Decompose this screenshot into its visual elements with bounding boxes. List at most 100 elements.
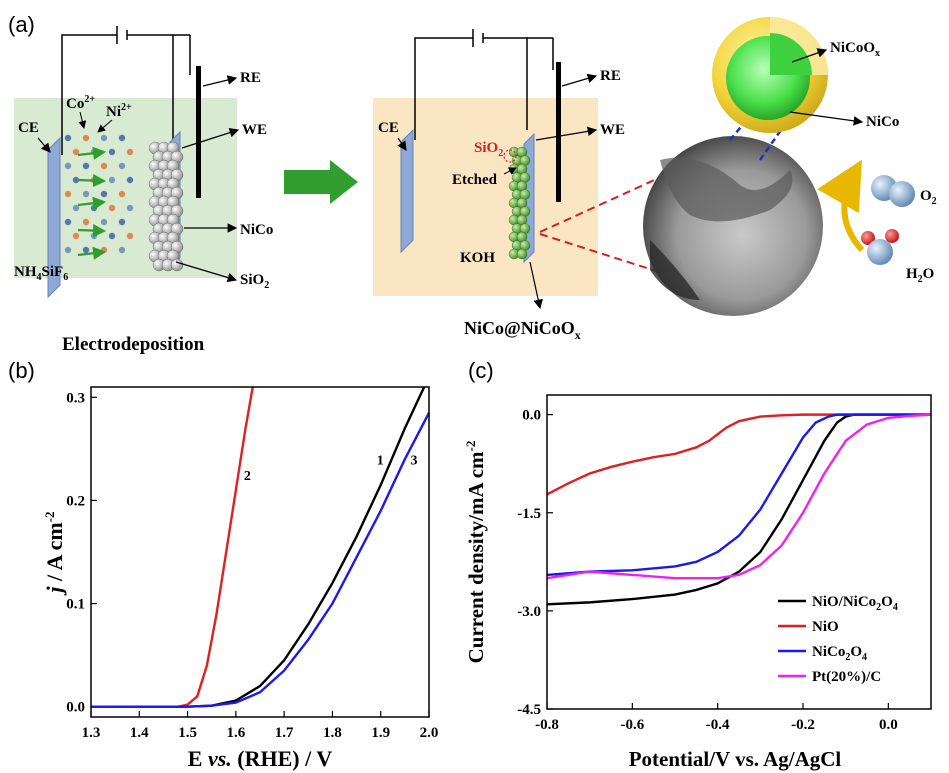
- x-tick-label: 1.3: [82, 725, 101, 741]
- ni-pointer: [97, 119, 113, 133]
- ion: [118, 134, 126, 142]
- y-tick-label: -4.5: [517, 702, 541, 718]
- panel-c-series: [546, 413, 932, 606]
- ion: [82, 246, 90, 254]
- zoom-line-top: [539, 171, 673, 233]
- ion: [100, 190, 108, 198]
- ion: [100, 162, 108, 170]
- x-tick-label: 0.0: [879, 717, 898, 733]
- ion: [72, 148, 80, 156]
- re-label-right: RE: [600, 68, 621, 84]
- ion: [72, 204, 80, 212]
- core-shell-pointer: [529, 261, 543, 310]
- legend-label: NiCo2O4: [812, 644, 867, 663]
- sio2-label-left: SiO2: [240, 272, 269, 291]
- sphere: [170, 258, 184, 272]
- re-label-left: RE: [240, 70, 261, 86]
- y-tick-label: 0.0: [522, 408, 541, 424]
- ion: [100, 134, 108, 142]
- panel-b-x-axis-label: E vs. (RHE) / V: [188, 746, 333, 771]
- ion: [118, 246, 126, 254]
- co-ion-label: Co2+: [66, 94, 95, 112]
- ion: [82, 190, 90, 198]
- ni-ion-label: Ni2+: [106, 102, 132, 120]
- legend-label: NiO/NiCo2O4: [812, 594, 898, 613]
- series-line: [546, 413, 932, 580]
- ce-label-left: CE: [18, 120, 39, 136]
- series-label-2: 2: [244, 469, 251, 484]
- series-label-1: 1: [377, 453, 384, 468]
- y-tick-label: -3.0: [517, 604, 541, 620]
- ion: [64, 134, 72, 142]
- nico-core-pointer: [789, 111, 864, 126]
- y-tick-label: 0.2: [66, 493, 85, 509]
- migration-arrow: [77, 223, 107, 238]
- nico-label-left: NiCo: [240, 222, 273, 238]
- ion: [82, 134, 90, 142]
- x-tick-label: 1.5: [178, 725, 197, 741]
- panel-c: (c) -0.8 -0.6 -0.4 -0.2 0.0 0.0 -1.5 -3.0 -4.5 N…: [463, 358, 932, 771]
- o2-label: O2: [920, 188, 937, 207]
- tem-flake: [660, 157, 793, 222]
- reference-electrode-left: [196, 66, 201, 198]
- ion: [72, 232, 80, 240]
- circuit-wires-right: [414, 29, 554, 140]
- ion-migration-arrows: [77, 146, 107, 260]
- x-tick-label: 2.0: [420, 725, 439, 741]
- panel-b-plot-frame: [90, 386, 430, 718]
- series-line-2: [91, 386, 254, 708]
- ion: [72, 176, 80, 184]
- sio2-pointer-left: [175, 261, 238, 283]
- ion: [108, 176, 116, 184]
- y-tick-label: 0.0: [66, 700, 85, 716]
- x-tick-label: -0.2: [791, 717, 815, 733]
- ion: [118, 162, 126, 170]
- x-tick-label: 1.7: [275, 725, 294, 741]
- core-cutaway: [770, 33, 812, 75]
- nh4sif6-label: NH4SiF6: [14, 264, 68, 283]
- nico-nicoox-sphere-stack: [508, 146, 531, 260]
- counter-electrode-right: [400, 128, 414, 254]
- ion: [118, 218, 126, 226]
- panel-a-letter: (a): [8, 12, 35, 37]
- x-tick-label: -0.4: [706, 717, 730, 733]
- panel-c-letter: (c): [468, 358, 494, 383]
- x-tick-label: -0.6: [620, 717, 644, 733]
- h2o-label: H2O: [906, 266, 934, 285]
- re-pointer-right: [561, 73, 598, 87]
- series-label-3: 3: [411, 453, 418, 468]
- series-line-1: [91, 386, 426, 708]
- etched-sphere-outline: [503, 149, 517, 163]
- process-arrow: [284, 160, 358, 204]
- panel-b-ticks: 1.3 1.4 1.5 1.6 1.7 1.8 1.9 2.0 0.0 0.1 0.2 0.3: [66, 390, 438, 741]
- tem-dark-edge: [650, 240, 700, 300]
- panel-a: (a) CE Co2+ Ni2+ RE WE NiCo SiO2 NH4Si: [8, 12, 937, 355]
- migration-arrow: [77, 196, 107, 210]
- panel-c-y-axis-label: Current density/mA cm-2: [463, 441, 488, 664]
- core-shell-label: NiCo@NiCoOx: [464, 318, 581, 342]
- y-tick-label: 0.1: [66, 597, 85, 613]
- reference-electrode-right: [556, 62, 561, 202]
- x-tick-label: -0.8: [535, 717, 559, 733]
- ion: [90, 204, 98, 212]
- sio2-etched-label: SiO2: [474, 140, 503, 159]
- we-label-left: WE: [242, 122, 267, 138]
- ion: [126, 232, 134, 240]
- ion: [64, 246, 72, 254]
- counter-electrode-left: [47, 136, 61, 299]
- ion: [118, 190, 126, 198]
- cycle-arrow: [817, 159, 865, 253]
- nicoox-label: NiCoOx: [830, 40, 880, 59]
- nicoox-pointer: [791, 48, 828, 63]
- series-line: [546, 413, 931, 496]
- koh-label: KOH: [460, 250, 495, 266]
- x-tick-label: 1.6: [226, 725, 245, 741]
- h2o-molecule: [861, 229, 899, 265]
- y-tick-label: -1.5: [517, 506, 541, 522]
- ce-pointer-right: [397, 137, 407, 151]
- ion: [126, 204, 134, 212]
- panel-c-plot-frame: [546, 394, 932, 710]
- nico-core-label: NiCo: [866, 114, 899, 130]
- x-tick-label: 1.8: [323, 725, 342, 741]
- etched-pointer: [503, 167, 517, 175]
